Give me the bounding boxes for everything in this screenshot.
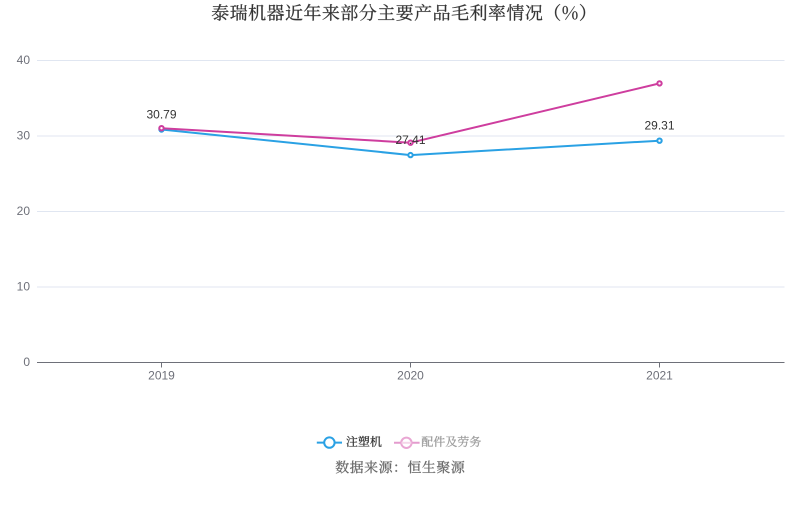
svg-text:20: 20 <box>17 204 31 218</box>
svg-text:40: 40 <box>17 53 31 67</box>
svg-text:0: 0 <box>23 355 30 369</box>
svg-text:27.41: 27.41 <box>395 133 425 147</box>
svg-text:10: 10 <box>17 280 31 294</box>
svg-text:2020: 2020 <box>397 369 424 383</box>
svg-text:30.79: 30.79 <box>146 108 176 122</box>
svg-text:2019: 2019 <box>148 369 175 383</box>
svg-text:2021: 2021 <box>646 369 673 383</box>
svg-text:30: 30 <box>17 129 31 143</box>
svg-text:29.31: 29.31 <box>644 119 674 133</box>
